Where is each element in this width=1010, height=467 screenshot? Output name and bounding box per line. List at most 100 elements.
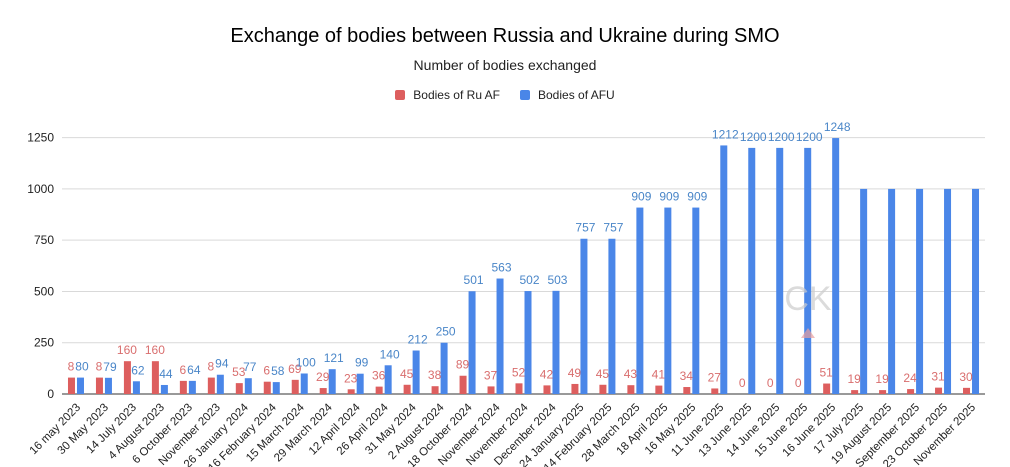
data-label-ru: 36	[372, 369, 386, 383]
data-label-afu: 140	[380, 347, 400, 361]
data-label-ru: 69	[288, 362, 302, 376]
legend: Bodies of Ru AF Bodies of AFU	[0, 88, 1010, 102]
y-tick-label: 1000	[27, 182, 54, 196]
bar-afu	[412, 350, 420, 394]
y-tick-label: 1250	[27, 131, 54, 145]
data-label-afu: 250	[436, 325, 456, 339]
data-label-ru: 8	[96, 360, 103, 374]
bar-afu	[832, 138, 840, 394]
data-label-afu: 909	[631, 190, 651, 204]
bar-ru	[935, 387, 943, 394]
data-label-afu: 212	[408, 333, 428, 347]
bar-afu	[972, 188, 980, 394]
data-label-afu: 100	[296, 355, 316, 369]
bar-afu	[132, 381, 140, 394]
data-label-afu: 501	[464, 273, 484, 287]
bar-ru	[683, 387, 691, 394]
data-label-afu: 563	[492, 261, 512, 275]
data-label-ru: 27	[708, 370, 722, 384]
bar-afu	[356, 373, 364, 394]
data-label-afu: 1200	[796, 130, 823, 144]
data-label-ru: 38	[428, 368, 442, 382]
bar-ru	[907, 389, 915, 394]
bar-ru	[711, 388, 719, 394]
bar-afu	[860, 188, 868, 394]
data-label-afu: 44	[159, 367, 173, 381]
data-label-ru: 6	[180, 363, 187, 377]
bar-ru	[851, 390, 859, 394]
bar-afu	[692, 207, 700, 394]
bar-afu	[104, 377, 112, 394]
bar-afu	[944, 188, 952, 394]
bar-ru	[487, 386, 495, 394]
bar-afu	[300, 373, 308, 394]
bar-ru	[207, 377, 215, 394]
data-label-afu: 1212	[712, 127, 739, 141]
bar-afu	[244, 378, 252, 394]
chart-title: Exchange of bodies between Russia and Uk…	[230, 25, 780, 47]
data-label-afu: 757	[575, 221, 595, 235]
bar-ru	[599, 384, 607, 394]
data-label-ru: 42	[540, 367, 554, 381]
bar-ru	[571, 383, 579, 394]
data-label-afu: 909	[659, 190, 679, 204]
data-label-ru: 31	[931, 370, 945, 384]
bar-afu	[916, 188, 924, 394]
bar-ru	[459, 375, 467, 394]
bar-ru	[123, 361, 131, 394]
data-label-afu: 503	[547, 273, 567, 287]
data-label-afu: 58	[271, 364, 285, 378]
data-label-afu: 1248	[824, 120, 851, 134]
bar-ru	[627, 385, 635, 394]
data-label-ru: 52	[512, 365, 526, 379]
bar-ru	[95, 377, 103, 394]
legend-label-ru: Bodies of Ru AF	[413, 88, 500, 102]
bar-ru	[431, 386, 439, 394]
data-label-ru: 41	[652, 368, 666, 382]
data-label-ru: 29	[316, 370, 330, 384]
data-label-ru: 45	[596, 367, 610, 381]
data-label-ru: 45	[400, 367, 414, 381]
bar-ru	[151, 361, 159, 394]
bar-afu	[216, 374, 224, 394]
data-label-ru: 23	[344, 371, 358, 385]
legend-swatch-ru	[395, 90, 406, 100]
bar-ru	[263, 381, 271, 394]
data-label-afu: 1200	[768, 130, 795, 144]
bar-ru	[655, 385, 663, 394]
data-label-afu: 502	[519, 273, 539, 287]
data-label-ru: 37	[484, 368, 498, 382]
legend-item-ru: Bodies of Ru AF	[395, 88, 500, 102]
data-label-ru: 19	[875, 372, 889, 386]
data-label-ru: 160	[145, 343, 165, 357]
bar-afu	[608, 238, 616, 394]
data-label-afu: 121	[324, 351, 344, 365]
bar-afu	[440, 342, 448, 394]
data-label-ru: 0	[739, 376, 746, 390]
data-label-ru: 0	[767, 376, 774, 390]
bar-afu	[468, 291, 476, 394]
data-label-ru: 6	[263, 364, 270, 378]
bar-ru	[403, 384, 411, 394]
y-tick-label: 750	[34, 233, 54, 247]
bar-afu	[776, 147, 784, 394]
data-label-ru: 160	[117, 343, 137, 357]
watermark-text: CK	[784, 280, 832, 318]
data-label-afu: 80	[75, 360, 89, 374]
data-label-ru: 51	[819, 366, 833, 380]
data-label-afu: 909	[687, 190, 707, 204]
y-tick-label: 250	[34, 336, 54, 350]
y-tick-label: 500	[34, 284, 54, 298]
data-label-afu: 62	[131, 363, 145, 377]
bar-afu	[580, 238, 588, 394]
bar-ru	[291, 379, 299, 394]
bar-afu	[748, 147, 756, 394]
bar-afu	[272, 382, 280, 394]
bar-ru	[543, 385, 551, 394]
data-label-ru: 49	[568, 366, 582, 380]
bar-ru	[515, 383, 523, 394]
bar-afu	[188, 380, 196, 394]
chart-subtitle: Number of bodies exchanged	[413, 57, 597, 73]
data-label-afu: 79	[103, 360, 117, 374]
